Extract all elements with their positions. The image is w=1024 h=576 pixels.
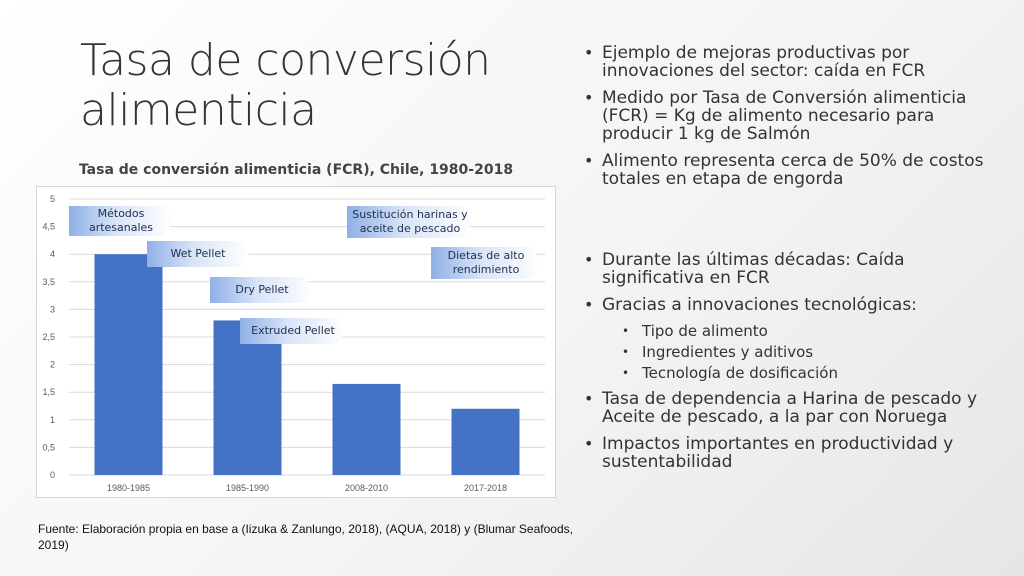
y-tick-label: 1,5 bbox=[42, 387, 55, 397]
y-tick-label: 0,5 bbox=[42, 442, 55, 452]
bar bbox=[213, 320, 282, 475]
y-tick-label: 1 bbox=[50, 415, 55, 425]
callout-metodos-artesanales: Métodos artesanales bbox=[69, 206, 173, 236]
chart-title: Tasa de conversión alimenticia (FCR), Ch… bbox=[78, 162, 514, 178]
y-tick-label: 4 bbox=[50, 249, 55, 259]
x-tick-label: 2008-2010 bbox=[345, 483, 388, 493]
sub-bullet-item: Tipo de alimento bbox=[580, 323, 1000, 341]
bullet-item: Ejemplo de mejoras productivas por innov… bbox=[580, 44, 1000, 80]
x-tick-label: 2017-2018 bbox=[464, 483, 507, 493]
x-tick-label: 1985-1990 bbox=[226, 483, 269, 493]
y-tick-label: 3,5 bbox=[42, 277, 55, 287]
bar bbox=[451, 408, 520, 475]
callout-dietas-alto-rendimiento: Dietas de alto rendimiento bbox=[431, 247, 541, 279]
callout-extruded-pellet: Extruded Pellet bbox=[240, 318, 346, 344]
bullet-item: Durante las últimas décadas: Caída signi… bbox=[580, 251, 1000, 287]
bullet-list: Ejemplo de mejoras productivas por innov… bbox=[580, 44, 1000, 480]
source-note: Fuente: Elaboración propia en base a (Ii… bbox=[38, 522, 573, 552]
slide-title: Tasa de conversión alimenticia bbox=[80, 35, 491, 136]
sub-bullet-item: Tecnología de dosificación bbox=[580, 365, 1000, 383]
y-tick-label: 2 bbox=[50, 360, 55, 370]
bar bbox=[332, 383, 401, 475]
bar bbox=[94, 254, 163, 475]
bullet-item: Tasa de dependencia a Harina de pescado … bbox=[580, 390, 1000, 426]
y-tick-label: 2,5 bbox=[42, 332, 55, 342]
callout-wet-pellet: Wet Pellet bbox=[147, 241, 249, 267]
bullet-item: Gracias a innovaciones tecnológicas: bbox=[580, 296, 1000, 314]
bullet-item: Alimento representa cerca de 50% de cost… bbox=[580, 152, 1000, 188]
bullet-item: Medido por Tasa de Conversión alimentici… bbox=[580, 89, 1000, 143]
y-tick-label: 4,5 bbox=[42, 222, 55, 232]
bullet-item: Impactos importantes en productividad y … bbox=[580, 435, 1000, 471]
x-tick-label: 1980-1985 bbox=[107, 483, 150, 493]
callout-sustitucion-harinas: Sustitución harinas y aceite de pescado bbox=[347, 206, 473, 238]
chart-svg: 0 0,5 1 1,5 2 2,5 3 3,5 4 4,5 5 1980-1985 1985-1990 2… bbox=[42, 194, 545, 493]
y-tick-label: 0 bbox=[50, 470, 55, 480]
y-tick-label: 5 bbox=[50, 194, 55, 204]
y-tick-label: 3 bbox=[50, 304, 55, 314]
fcr-bar-chart: 0 0,5 1 1,5 2 2,5 3 3,5 4 4,5 5 1980-1985 1985-1990 2… bbox=[36, 186, 556, 498]
callout-dry-pellet: Dry Pellet bbox=[210, 277, 314, 303]
sub-bullet-item: Ingredientes y aditivos bbox=[580, 344, 1000, 362]
